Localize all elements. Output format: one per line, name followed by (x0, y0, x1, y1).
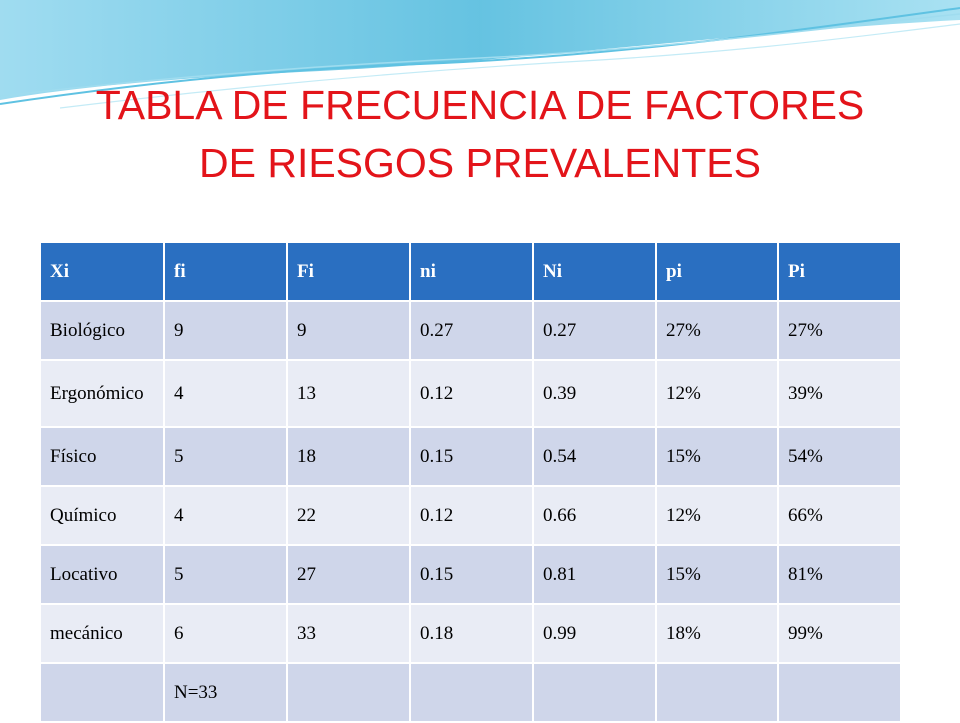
table-cell: Ergonómico (39, 359, 165, 428)
header-Fi: Fi (286, 241, 411, 302)
table-cell: 15% (655, 544, 779, 605)
table-cell (655, 662, 779, 723)
table-cell: 27% (655, 300, 779, 361)
table-header-row: Xi fi Fi ni Ni pi Pi (39, 241, 902, 302)
header-Pi: Pi (777, 241, 902, 302)
table-cell: 0.99 (532, 603, 657, 664)
page-title: TABLA DE FRECUENCIA DE FACTORES DE RIESG… (40, 76, 920, 192)
table-cell: 4 (163, 485, 288, 546)
table-row: Biológico 9 9 0.27 0.27 27% 27% (39, 300, 902, 361)
table-cell: 33 (286, 603, 411, 664)
table-cell: 5 (163, 426, 288, 487)
table-row: Físico 5 18 0.15 0.54 15% 54% (39, 426, 902, 487)
table-cell: 27% (777, 300, 902, 361)
table-cell: 0.27 (532, 300, 657, 361)
table-cell: 5 (163, 544, 288, 605)
frequency-table: Xi fi Fi ni Ni pi Pi Biológico 9 9 0.27 … (39, 241, 902, 723)
table-row: Ergonómico 4 13 0.12 0.39 12% 39% (39, 359, 902, 428)
table-cell (39, 662, 165, 723)
table-cell: 0.54 (532, 426, 657, 487)
table-cell: 12% (655, 359, 779, 428)
table-cell: 0.18 (409, 603, 534, 664)
table-row: Locativo 5 27 0.15 0.81 15% 81% (39, 544, 902, 605)
table-cell: 0.12 (409, 485, 534, 546)
header-Ni: Ni (532, 241, 657, 302)
table-cell: 0.15 (409, 544, 534, 605)
header-ni: ni (409, 241, 534, 302)
title-line-1: TABLA DE FRECUENCIA DE FACTORES (95, 82, 865, 128)
table-cell: 54% (777, 426, 902, 487)
table-cell (409, 662, 534, 723)
table-cell: 0.12 (409, 359, 534, 428)
table-cell: Locativo (39, 544, 165, 605)
table-cell: 66% (777, 485, 902, 546)
table-cell: 9 (286, 300, 411, 361)
table-cell: 22 (286, 485, 411, 546)
table-cell: 18% (655, 603, 779, 664)
table-total-row: N=33 (39, 662, 902, 723)
table-cell: 13 (286, 359, 411, 428)
table-cell: 15% (655, 426, 779, 487)
table-cell: 0.81 (532, 544, 657, 605)
table-cell: Biológico (39, 300, 165, 361)
table-cell (286, 662, 411, 723)
table-cell: Físico (39, 426, 165, 487)
table-cell: 9 (163, 300, 288, 361)
table-cell: 6 (163, 603, 288, 664)
table-cell: 81% (777, 544, 902, 605)
table-cell: 0.66 (532, 485, 657, 546)
table-row: Químico 4 22 0.12 0.66 12% 66% (39, 485, 902, 546)
header-xi: Xi (39, 241, 165, 302)
table-row: mecánico 6 33 0.18 0.99 18% 99% (39, 603, 902, 664)
decorative-wave (0, 0, 960, 109)
header-pi: pi (655, 241, 779, 302)
table-cell: 12% (655, 485, 779, 546)
header-fi: fi (163, 241, 288, 302)
table-cell (532, 662, 657, 723)
table-cell: 27 (286, 544, 411, 605)
table-cell: 4 (163, 359, 288, 428)
table-cell: 99% (777, 603, 902, 664)
table-cell: 0.15 (409, 426, 534, 487)
total-count: N=33 (163, 662, 288, 723)
table-cell: 39% (777, 359, 902, 428)
title-line-2: DE RIESGOS PREVALENTES (198, 140, 761, 186)
table-cell: Químico (39, 485, 165, 546)
table-cell (777, 662, 902, 723)
table-cell: mecánico (39, 603, 165, 664)
table-cell: 0.27 (409, 300, 534, 361)
table-cell: 0.39 (532, 359, 657, 428)
table-cell: 18 (286, 426, 411, 487)
